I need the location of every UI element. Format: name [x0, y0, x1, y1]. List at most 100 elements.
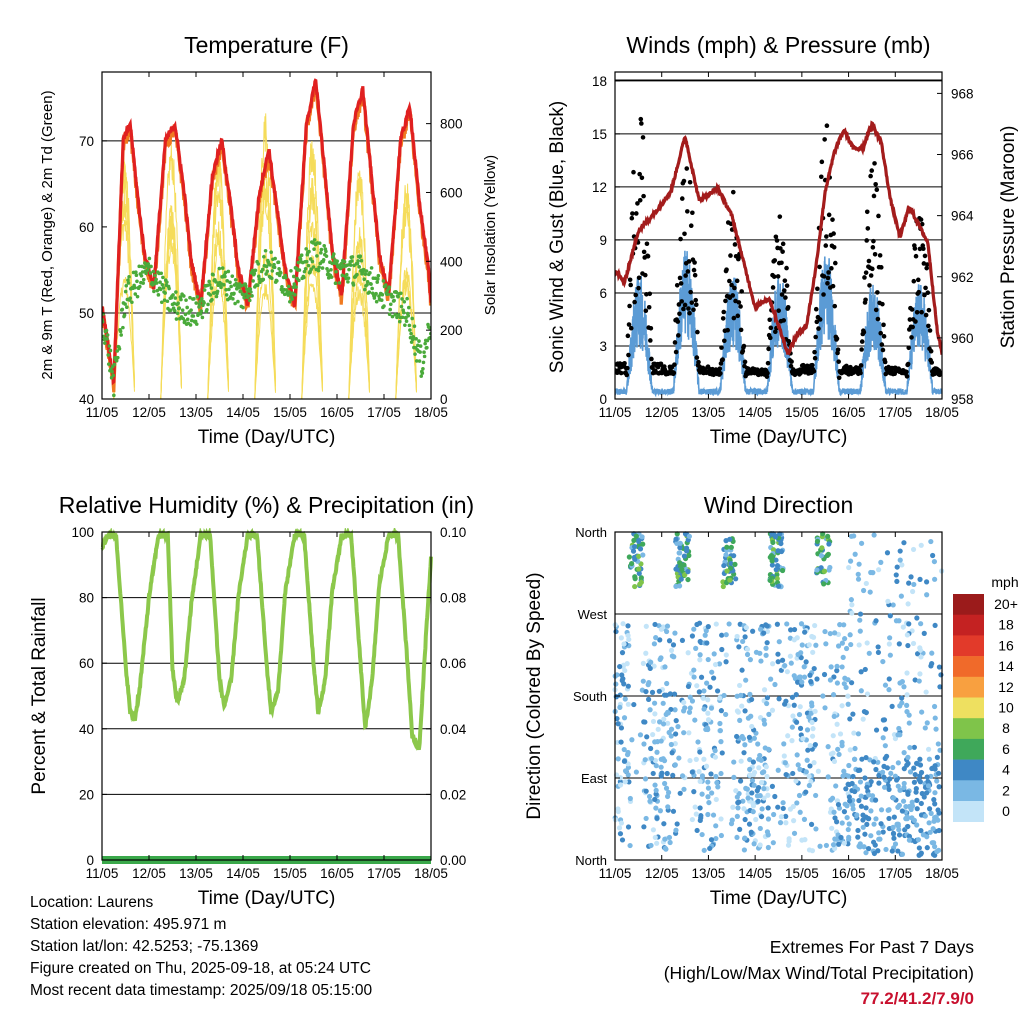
dewpoint-point	[289, 269, 293, 273]
gust-point	[636, 275, 642, 281]
direction-point	[795, 651, 801, 658]
direction-point	[935, 807, 941, 813]
gust-point	[882, 359, 888, 365]
direction-point	[620, 621, 626, 627]
direction-point	[882, 726, 889, 732]
direction-point	[867, 757, 873, 763]
dewpoint-point	[419, 374, 424, 378]
dewpoint-point	[392, 298, 396, 303]
direction-point	[785, 842, 792, 848]
gust-point	[923, 285, 928, 291]
direction-point	[844, 814, 850, 821]
direction-point	[930, 552, 936, 559]
direction-point	[626, 554, 632, 560]
direction-point	[802, 629, 808, 635]
dewpoint-point	[198, 312, 203, 316]
direction-point	[812, 708, 818, 714]
direction-point	[919, 709, 925, 715]
direction-point	[724, 568, 730, 574]
direction-point	[643, 815, 649, 822]
direction-point	[892, 841, 899, 847]
direction-point	[694, 827, 700, 834]
direction-point	[765, 832, 771, 838]
gust-point	[878, 330, 884, 336]
dewpoint-point	[337, 281, 342, 285]
direction-point	[914, 797, 920, 803]
dewpoint-point	[374, 291, 378, 296]
direction-point	[860, 824, 866, 830]
gust-point	[772, 258, 778, 263]
gust-point	[622, 361, 627, 366]
direction-point	[755, 741, 761, 747]
direction-point	[622, 779, 628, 785]
direction-point	[652, 834, 658, 841]
direction-point	[887, 613, 893, 619]
direction-point	[871, 821, 877, 827]
direction-point	[631, 701, 637, 708]
direction-point	[787, 635, 793, 641]
direction-point	[672, 762, 678, 768]
station-info: Location: Laurens Station elevation: 495…	[30, 892, 372, 1002]
dewpoint-point	[408, 328, 412, 332]
dewpoint-point	[253, 268, 258, 273]
dewpoint-point	[114, 358, 119, 363]
direction-point	[734, 834, 740, 841]
dewpoint-point	[238, 289, 243, 293]
gust-point	[928, 348, 934, 354]
dewpoint-point	[183, 319, 187, 323]
direction-point	[916, 852, 922, 858]
y-tick-label: 9	[599, 233, 607, 248]
dewpoint-point	[135, 294, 140, 299]
gust-point	[766, 346, 771, 352]
gust-point	[734, 278, 740, 284]
dewpoint-point	[414, 359, 419, 363]
gust-point	[818, 174, 824, 180]
direction-point	[873, 618, 879, 624]
dewpoint-point	[383, 283, 388, 287]
direction-point	[784, 669, 790, 675]
direction-point	[731, 774, 737, 780]
dewpoint-point	[425, 345, 429, 350]
direction-point	[821, 671, 828, 678]
direction-point	[697, 805, 703, 811]
dewpoint-point	[399, 291, 403, 296]
direction-point	[808, 679, 814, 685]
direction-point	[655, 726, 661, 732]
gust-point	[812, 349, 817, 355]
dewpoint-point	[192, 297, 196, 301]
direction-point	[737, 621, 743, 627]
gust-point	[639, 121, 644, 126]
direction-point	[807, 672, 813, 678]
direction-point	[774, 563, 781, 569]
gust-point	[869, 168, 875, 173]
direction-point	[721, 562, 727, 569]
gust-point	[784, 265, 789, 271]
direction-point	[832, 630, 838, 636]
direction-point	[664, 680, 670, 687]
dewpoint-point	[278, 271, 283, 275]
direction-point	[890, 824, 896, 830]
dewpoint-point	[321, 258, 326, 262]
gust-point	[921, 246, 926, 252]
direction-point	[803, 659, 809, 665]
direction-point	[727, 577, 733, 583]
direction-point	[761, 687, 768, 693]
direction-point	[847, 747, 853, 753]
direction-point	[767, 577, 773, 584]
direction-point	[894, 821, 900, 827]
dewpoint-point	[413, 352, 417, 356]
direction-point	[890, 830, 897, 836]
direction-point	[664, 628, 670, 635]
dewpoint-point	[284, 275, 288, 280]
y-tick-label: 70	[79, 134, 94, 149]
dewpoint-point	[280, 285, 284, 289]
direction-point	[864, 691, 871, 697]
direction-point	[828, 664, 834, 670]
direction-point	[652, 711, 658, 717]
dewpoint-point	[249, 290, 253, 294]
y-tick-label: 100	[71, 525, 94, 540]
dewpoint-point	[368, 271, 372, 275]
dewpoint-point	[326, 269, 330, 274]
dewpoint-point	[106, 353, 111, 357]
